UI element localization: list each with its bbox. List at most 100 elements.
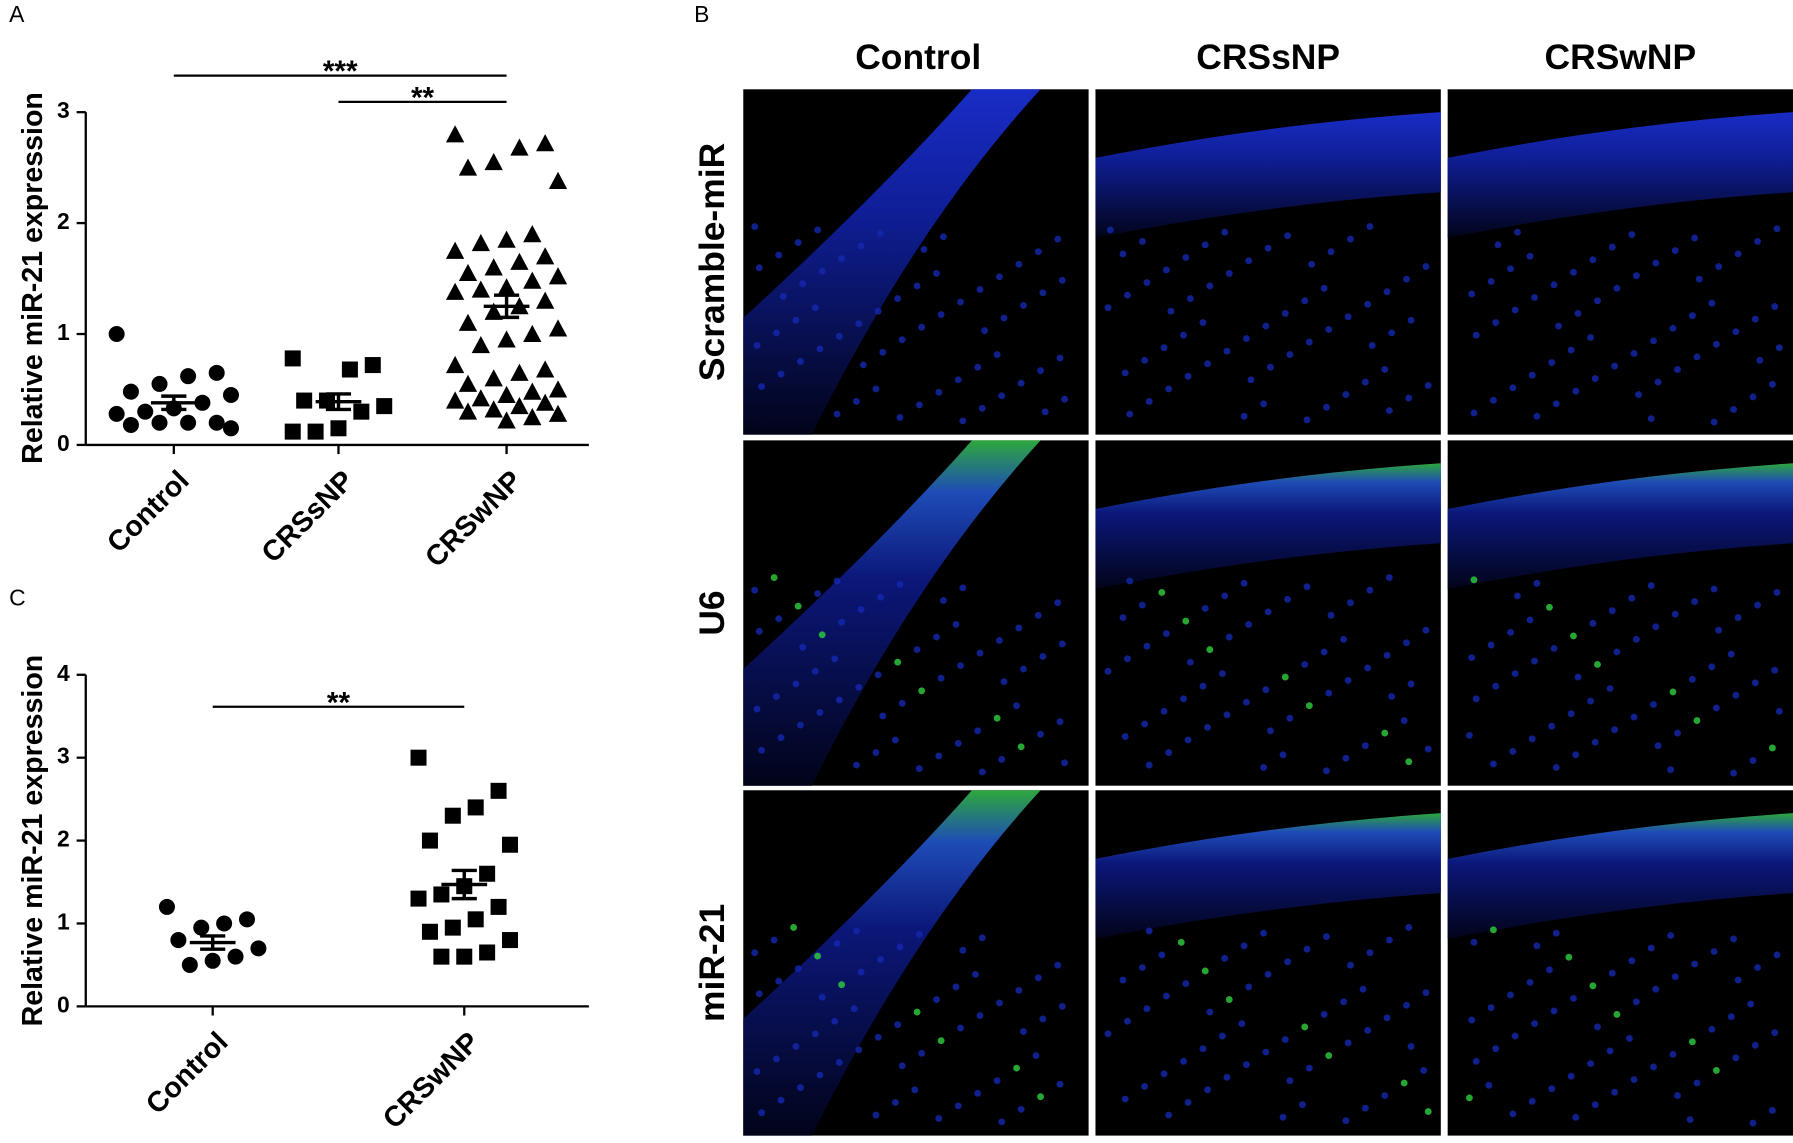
x-tick-label: CRSwNP — [377, 1026, 486, 1135]
y-tick-label: 1 — [57, 909, 70, 935]
data-point — [548, 319, 568, 337]
cell-nucleus — [957, 298, 964, 306]
cell-nucleus — [1388, 693, 1396, 700]
cell-nucleus — [1507, 265, 1514, 273]
y-tick-label: 2 — [57, 826, 70, 852]
cell-nucleus — [872, 749, 880, 756]
cell-nucleus — [1184, 736, 1192, 744]
x-tick-label: Control — [140, 1026, 234, 1120]
cell-nucleus — [1591, 375, 1599, 383]
cell-nucleus — [857, 242, 865, 250]
data-point — [548, 380, 568, 398]
tissue-band — [1447, 813, 1793, 939]
data-point — [497, 330, 516, 348]
cell-nucleus — [1204, 360, 1211, 368]
cell-nucleus — [935, 752, 943, 760]
cell-nucleus — [853, 927, 860, 935]
data-point — [501, 836, 519, 853]
cell-nucleus — [1589, 982, 1597, 990]
cell-nucleus — [1121, 369, 1129, 377]
cell-nucleus — [1141, 720, 1149, 728]
data-point — [484, 302, 503, 320]
cell-nucleus — [1162, 992, 1170, 1000]
cell-nucleus — [814, 226, 822, 234]
tissue-band — [743, 440, 1041, 786]
cell-nucleus — [1366, 223, 1374, 230]
cell-nucleus — [818, 267, 826, 275]
cell-nucleus — [792, 316, 800, 324]
cell-nucleus — [1201, 605, 1209, 612]
cell-nucleus — [1688, 675, 1696, 683]
cell-nucleus — [1325, 326, 1333, 333]
cell-nucleus — [1124, 291, 1131, 299]
cell-nucleus — [1591, 1101, 1599, 1109]
cell-nucleus — [1359, 985, 1367, 993]
cell-nucleus — [1385, 407, 1393, 415]
cell-nucleus — [1650, 1063, 1657, 1071]
cell-nucleus — [1533, 412, 1541, 420]
cell-nucleus — [1124, 655, 1131, 663]
cell-nucleus — [1485, 1081, 1493, 1089]
cell-nucleus — [838, 981, 846, 989]
data-point — [536, 393, 555, 411]
data-point — [222, 420, 239, 437]
cell-nucleus — [1688, 1038, 1696, 1046]
cell-nucleus — [1165, 1111, 1173, 1119]
cell-nucleus — [1165, 385, 1173, 393]
cell-nucleus — [1204, 723, 1211, 731]
data-point — [467, 799, 484, 816]
cell-nucleus — [1301, 661, 1309, 668]
cell-nucleus — [833, 410, 841, 418]
cell-nucleus — [1381, 1092, 1389, 1100]
data-point — [444, 807, 461, 824]
data-point — [421, 832, 438, 849]
cell-nucleus — [939, 597, 947, 604]
cell-nucleus — [1470, 409, 1478, 417]
data-point — [510, 252, 529, 270]
cell-nucleus — [770, 574, 778, 582]
cell-nucleus — [1041, 408, 1049, 416]
cell-nucleus — [911, 1086, 919, 1094]
cell-nucleus — [1119, 250, 1127, 258]
cell-nucleus — [1325, 689, 1333, 697]
cell-nucleus — [978, 768, 986, 776]
cell-nucleus — [1262, 322, 1270, 330]
cell-nucleus — [835, 696, 843, 704]
cell-nucleus — [1037, 1093, 1045, 1101]
cell-nucleus — [777, 734, 785, 742]
cell-nucleus — [1184, 372, 1192, 380]
cell-nucleus — [1632, 272, 1640, 280]
cell-nucleus — [1567, 1072, 1575, 1080]
cell-nucleus — [1407, 680, 1415, 688]
cell-nucleus — [978, 404, 986, 412]
cell-nucleus — [775, 615, 783, 623]
cell-nucleus — [1528, 735, 1536, 743]
cell-nucleus — [896, 943, 904, 951]
cell-nucleus — [1608, 243, 1616, 251]
data-point — [510, 138, 529, 156]
cell-nucleus — [1686, 1116, 1694, 1124]
cell-nucleus — [1013, 702, 1020, 710]
cell-nucleus — [877, 956, 884, 963]
cell-nucleus — [859, 361, 867, 369]
cell-nucleus — [1422, 989, 1430, 997]
cell-nucleus — [933, 269, 940, 277]
cell-nucleus — [777, 1096, 785, 1104]
cell-nucleus — [976, 1012, 984, 1019]
cell-nucleus — [799, 643, 807, 651]
data-point — [548, 171, 568, 189]
cell-nucleus — [794, 239, 802, 246]
cell-nucleus — [1526, 252, 1534, 260]
data-point — [158, 898, 175, 915]
cell-nucleus — [753, 705, 761, 713]
data-point — [227, 948, 244, 965]
cell-nucleus — [1206, 646, 1214, 654]
cell-nucleus — [1186, 295, 1194, 302]
cell-nucleus — [1727, 650, 1735, 658]
cell-nucleus — [1528, 1097, 1536, 1105]
cell-nucleus — [937, 1037, 945, 1045]
cell-nucleus — [1242, 698, 1250, 706]
cell-nucleus — [1240, 579, 1248, 587]
cell-nucleus — [1361, 1104, 1369, 1112]
cell-nucleus — [1574, 309, 1582, 317]
